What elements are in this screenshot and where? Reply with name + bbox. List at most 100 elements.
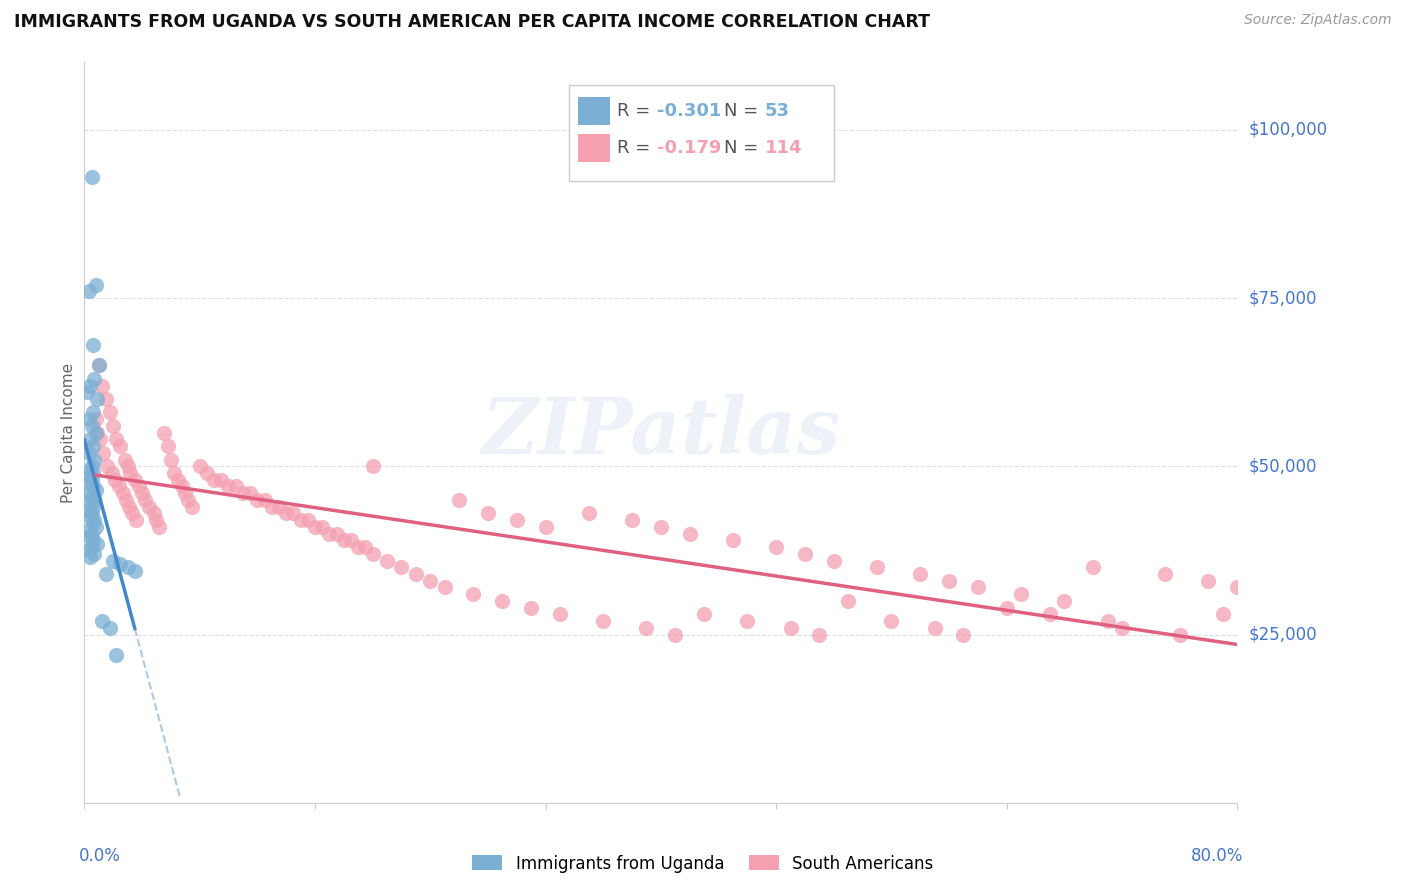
Text: 0.0%: 0.0% — [79, 847, 121, 865]
Point — [967, 581, 990, 595]
Point — [167, 473, 190, 487]
Point — [260, 500, 283, 514]
Point — [1083, 560, 1105, 574]
Point — [794, 547, 817, 561]
Point — [1039, 607, 1062, 622]
Point — [77, 486, 100, 500]
Point — [239, 486, 262, 500]
Point — [548, 607, 571, 622]
Point — [98, 405, 121, 419]
Point — [209, 473, 232, 487]
Point — [103, 418, 124, 433]
Point — [121, 507, 143, 521]
Point — [463, 587, 485, 601]
Point — [79, 378, 101, 392]
Point — [128, 479, 150, 493]
Point — [195, 466, 218, 480]
Point — [82, 338, 104, 352]
Point — [117, 459, 139, 474]
Point — [124, 564, 146, 578]
Point — [433, 581, 456, 595]
Point — [621, 513, 644, 527]
Point — [124, 473, 146, 487]
Point — [304, 520, 326, 534]
Point — [1010, 587, 1032, 601]
Point — [84, 412, 107, 426]
Point — [77, 503, 100, 517]
Point — [82, 466, 104, 480]
Point — [391, 560, 413, 574]
Point — [866, 560, 889, 574]
Point — [90, 614, 112, 628]
Point — [375, 553, 398, 567]
Text: Source: ZipAtlas.com: Source: ZipAtlas.com — [1244, 13, 1392, 28]
Point — [117, 560, 139, 574]
Point — [115, 492, 138, 507]
Point — [112, 486, 135, 500]
Text: N =: N = — [724, 139, 765, 157]
Point — [333, 533, 356, 548]
Point — [145, 513, 167, 527]
Point — [297, 513, 319, 527]
Point — [449, 492, 471, 507]
Point — [1097, 614, 1119, 628]
Point — [80, 507, 103, 521]
Text: 114: 114 — [765, 139, 801, 157]
Point — [664, 627, 686, 641]
Point — [105, 648, 128, 662]
Point — [142, 507, 165, 521]
Point — [79, 550, 101, 565]
Point — [82, 439, 104, 453]
Point — [82, 479, 104, 493]
Point — [311, 520, 333, 534]
Point — [83, 547, 105, 561]
Point — [82, 500, 104, 514]
Point — [361, 547, 384, 561]
Point — [924, 621, 946, 635]
Point — [83, 372, 105, 386]
Text: $25,000: $25,000 — [1249, 625, 1317, 643]
Text: N =: N = — [724, 103, 765, 120]
Point — [80, 418, 103, 433]
Point — [283, 507, 305, 521]
Point — [82, 405, 104, 419]
Point — [1053, 594, 1076, 608]
Point — [94, 392, 117, 406]
Point — [225, 479, 247, 493]
Point — [103, 553, 124, 567]
Legend: Immigrants from Uganda, South Americans: Immigrants from Uganda, South Americans — [465, 848, 941, 880]
Point — [347, 540, 370, 554]
Text: 80.0%: 80.0% — [1191, 847, 1243, 865]
Point — [246, 492, 269, 507]
Point — [405, 566, 427, 581]
Point — [534, 520, 557, 534]
Point — [77, 523, 100, 537]
Point — [77, 469, 100, 483]
Point — [83, 513, 105, 527]
Point — [578, 507, 600, 521]
Point — [1111, 621, 1133, 635]
Point — [84, 483, 107, 497]
Point — [163, 466, 186, 480]
Point — [125, 513, 148, 527]
Point — [679, 526, 702, 541]
Point — [1226, 581, 1249, 595]
Point — [98, 621, 121, 635]
Point — [636, 621, 658, 635]
Point — [134, 492, 156, 507]
Point — [80, 490, 103, 504]
Text: -0.301: -0.301 — [658, 103, 721, 120]
Point — [94, 566, 117, 581]
Point — [1154, 566, 1177, 581]
Point — [808, 627, 831, 641]
Point — [83, 492, 105, 507]
Point — [181, 500, 204, 514]
Point — [995, 600, 1018, 615]
Point — [721, 533, 744, 548]
Point — [354, 540, 377, 554]
Text: $50,000: $50,000 — [1249, 458, 1317, 475]
Point — [837, 594, 859, 608]
Point — [80, 526, 103, 541]
Point — [79, 433, 101, 447]
Point — [77, 412, 100, 426]
